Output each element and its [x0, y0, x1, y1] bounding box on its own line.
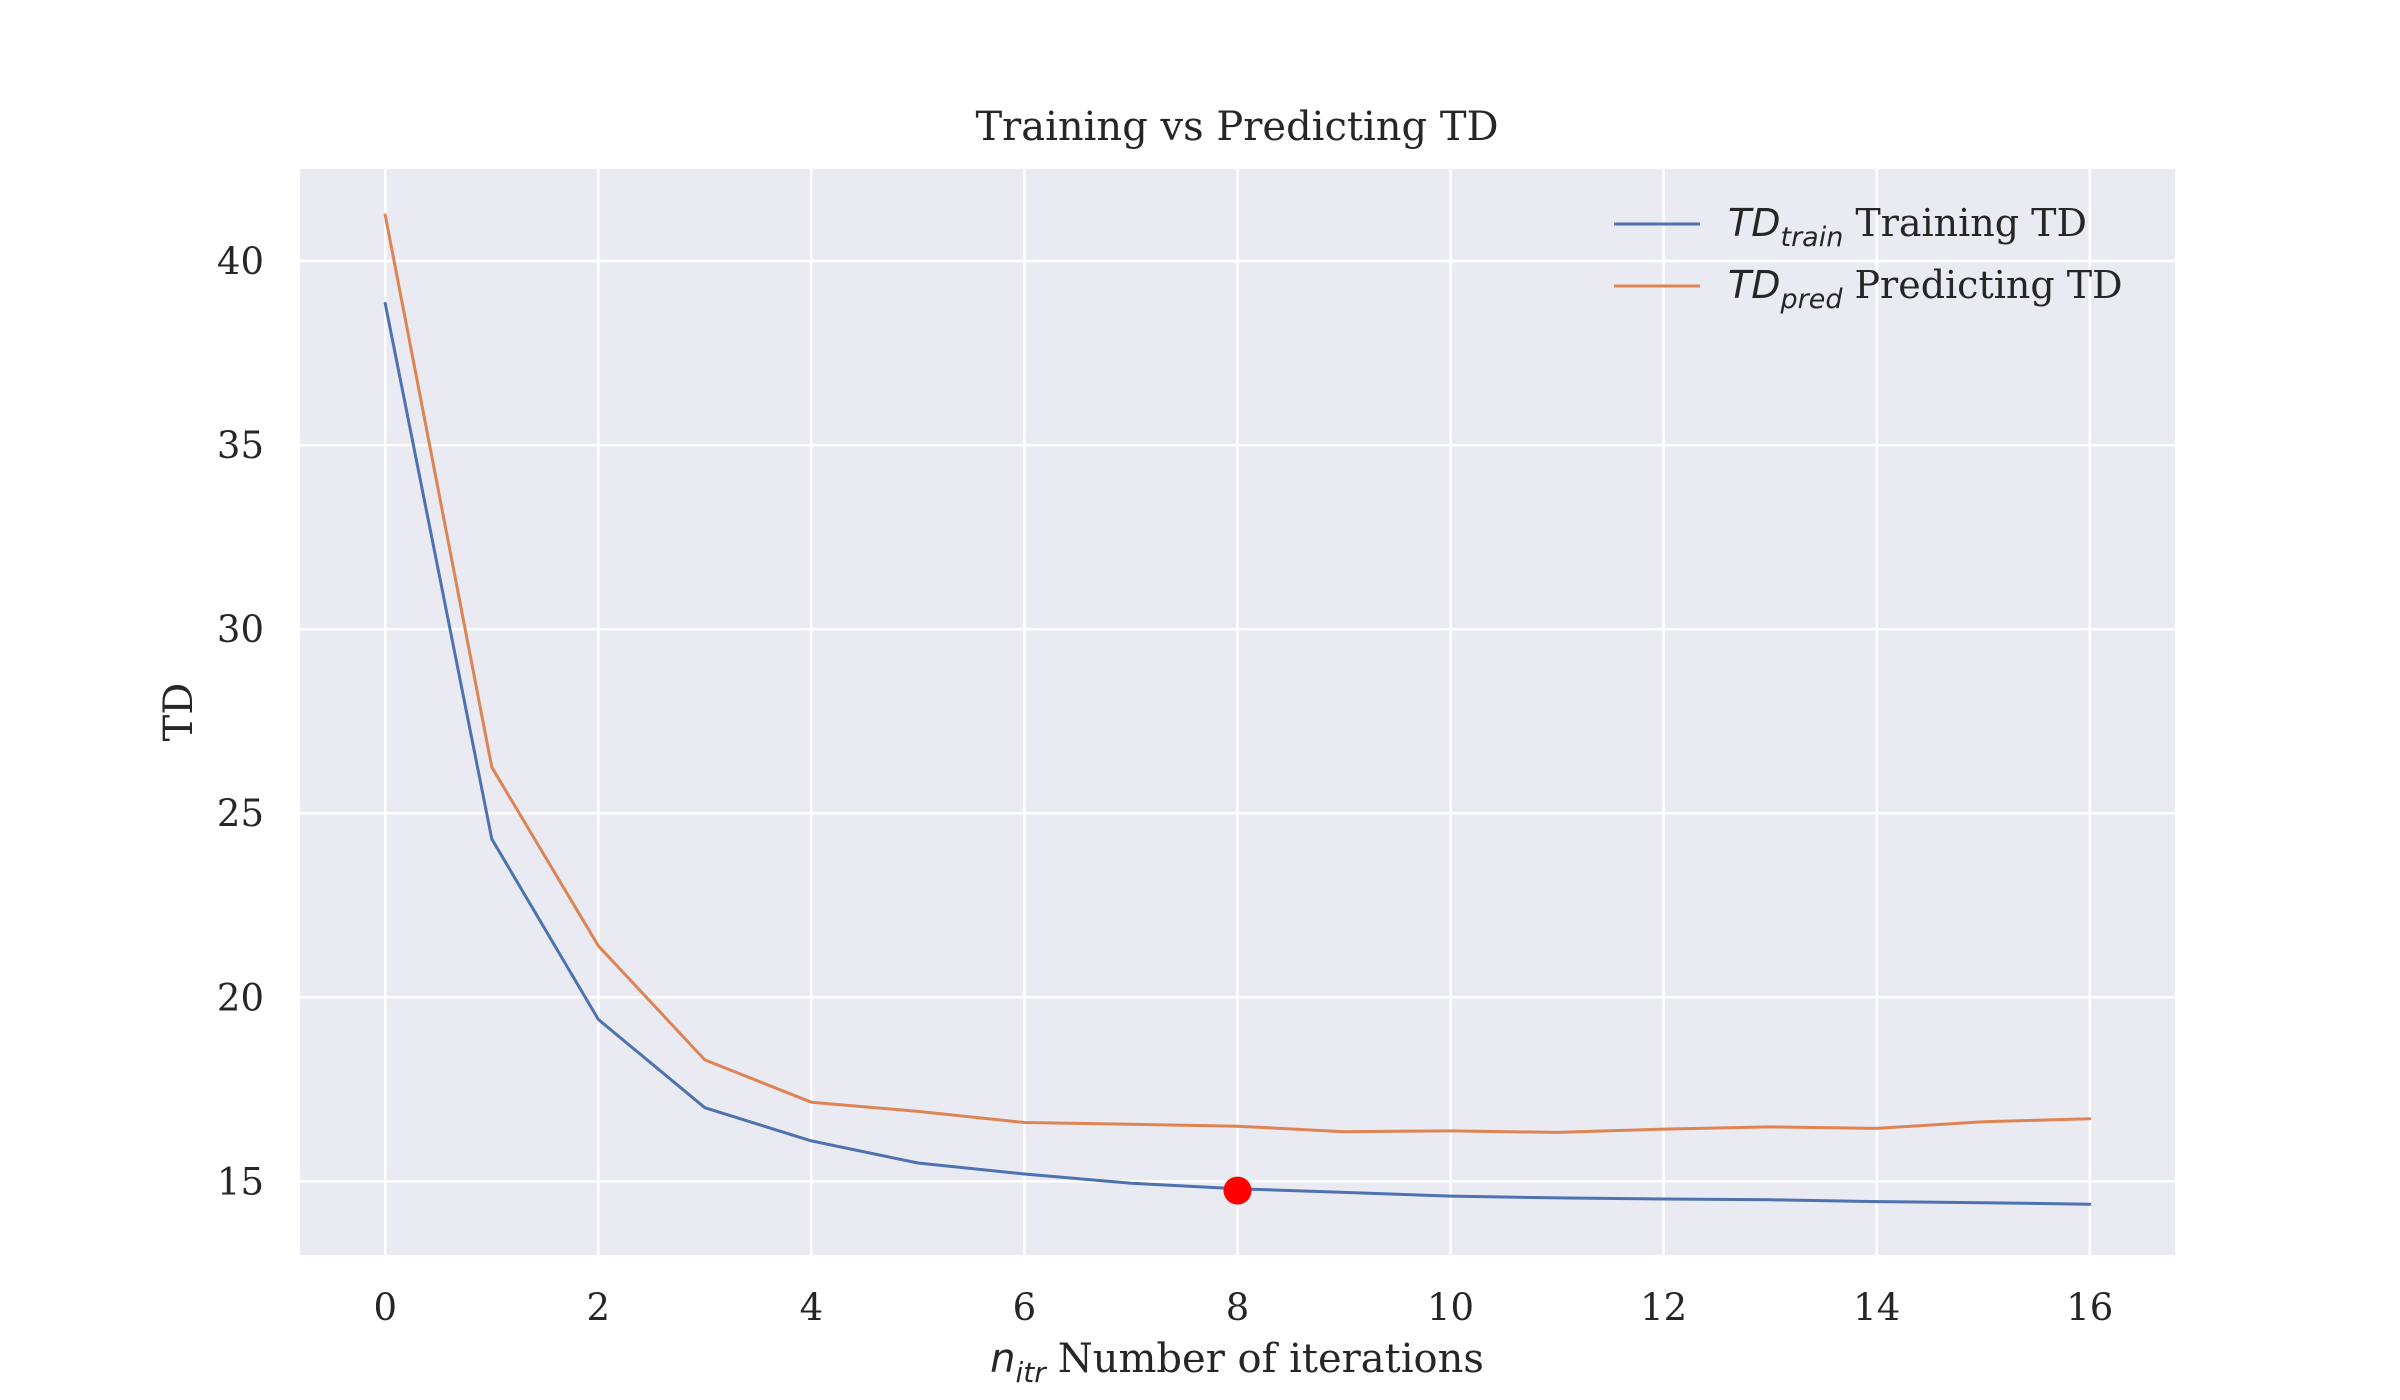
y-axis-label: TD [156, 683, 202, 742]
x-tick-label: 16 [2066, 1286, 2113, 1329]
highlight-point-marker [1223, 1176, 1252, 1205]
series-line-predicting [383, 213, 2092, 1134]
highlight-markers [1223, 1176, 1252, 1205]
x-axis-label-text: Number of iterations [1058, 1336, 1484, 1382]
y-tick-label: 15 [217, 1160, 264, 1203]
legend-symbol-training: TD [1728, 201, 1780, 245]
tick-labels: 0 2 4 6 8 10 12 14 16 15 20 25 30 35 40 [217, 240, 2113, 1329]
legend-subscript-training: train [1780, 222, 1843, 253]
legend-label-predicting: Predicting TD [1854, 263, 2122, 307]
chart-title: Training vs Predicting TD [975, 104, 1498, 150]
y-tick-label: 40 [217, 240, 264, 283]
x-axis-label-symbol: n [990, 1336, 1015, 1382]
x-tick-label: 12 [1640, 1286, 1687, 1329]
x-tick-label: 8 [1226, 1286, 1250, 1329]
legend-label-training: Training TD [1855, 201, 2087, 245]
y-tick-label: 20 [217, 976, 264, 1019]
legend-symbol-predicting: TD [1728, 263, 1780, 307]
legend: TDtrain Training TD TDpred Predicting TD [1614, 201, 2123, 315]
x-tick-label: 4 [800, 1286, 824, 1329]
legend-entry-predicting: TDpred Predicting TD [1728, 263, 2123, 315]
x-tick-label: 6 [1013, 1286, 1037, 1329]
x-tick-label: 2 [587, 1286, 611, 1329]
y-tick-label: 35 [217, 424, 264, 467]
y-tick-label: 30 [217, 608, 264, 651]
grid [300, 169, 2175, 1255]
x-tick-label: 10 [1427, 1286, 1474, 1329]
legend-entry-training: TDtrain Training TD [1728, 201, 2087, 253]
x-tick-label: 0 [373, 1286, 397, 1329]
x-tick-label: 14 [1853, 1286, 1900, 1329]
x-axis-label-subscript: itr [1015, 1356, 1047, 1389]
y-tick-label: 25 [217, 792, 264, 835]
legend-subscript-predicting: pred [1779, 284, 1843, 315]
x-axis-label: nitr Number of iterations [990, 1336, 1484, 1389]
